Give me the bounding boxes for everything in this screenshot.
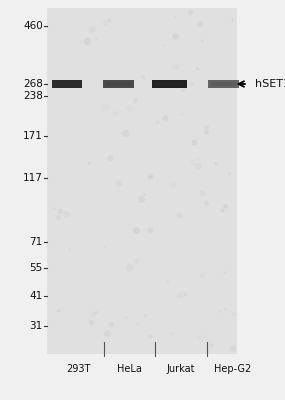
Bar	[106, 82, 131, 86]
Text: HeLa: HeLa	[117, 364, 142, 374]
Text: 460: 460	[23, 21, 43, 31]
Text: 238: 238	[23, 91, 43, 101]
Text: 31: 31	[30, 321, 43, 331]
Bar	[52, 80, 82, 88]
Text: 268: 268	[23, 79, 43, 89]
Text: Jurkat: Jurkat	[167, 364, 195, 374]
Bar	[55, 82, 79, 86]
Text: 71: 71	[30, 237, 43, 247]
Bar	[211, 82, 236, 86]
Text: kDa: kDa	[19, 0, 43, 2]
Bar	[152, 80, 188, 88]
Text: 293T: 293T	[66, 364, 91, 374]
Text: 55: 55	[30, 263, 43, 273]
Text: hSET1: hSET1	[255, 79, 285, 89]
Text: 117: 117	[23, 173, 43, 183]
Bar	[208, 80, 239, 88]
Bar	[155, 82, 184, 86]
Text: 171: 171	[23, 131, 43, 141]
Bar	[103, 80, 134, 88]
Bar	[47, 8, 237, 354]
Text: 41: 41	[30, 291, 43, 301]
Text: Hep-G2: Hep-G2	[214, 364, 251, 374]
